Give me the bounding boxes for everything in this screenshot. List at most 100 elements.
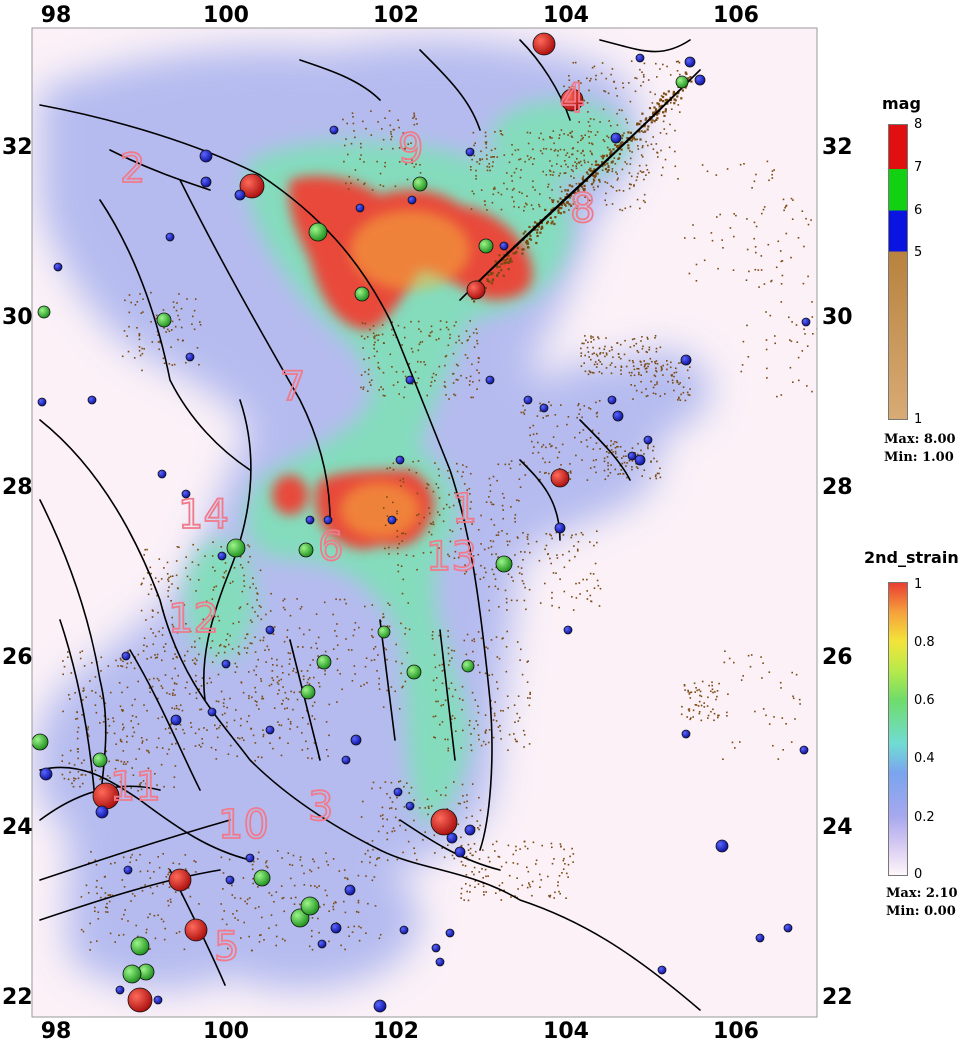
small-earthquake-dot (430, 325, 433, 328)
small-earthquake-dot (113, 732, 116, 735)
small-earthquake-dot (726, 168, 729, 170)
small-earthquake-dot (739, 163, 742, 166)
small-earthquake-dot (135, 924, 137, 927)
small-earthquake-dot (610, 464, 612, 466)
small-earthquake-dot (95, 711, 98, 714)
small-earthquake-dot (586, 102, 589, 104)
small-earthquake-dot (81, 650, 84, 652)
earthquake-mag5-6 (53, 262, 63, 272)
small-earthquake-dot (82, 930, 85, 933)
small-earthquake-dot (404, 375, 407, 378)
small-earthquake-dot (630, 139, 633, 142)
small-earthquake-dot (191, 561, 194, 563)
small-earthquake-dot (286, 629, 289, 631)
small-earthquake-dot (325, 852, 327, 854)
small-earthquake-dot (384, 547, 386, 550)
small-earthquake-dot (432, 523, 435, 526)
small-earthquake-dot (104, 892, 107, 894)
small-earthquake-dot (671, 375, 673, 377)
small-earthquake-dot (655, 118, 658, 121)
small-earthquake-dot (445, 786, 447, 789)
small-earthquake-dot (403, 806, 406, 808)
small-earthquake-dot (575, 454, 577, 457)
small-earthquake-dot (643, 453, 645, 455)
small-earthquake-dot (539, 886, 541, 888)
small-earthquake-dot (406, 178, 409, 181)
small-earthquake-dot (411, 383, 414, 385)
small-earthquake-dot (453, 650, 456, 652)
small-earthquake-dot (413, 114, 416, 117)
small-earthquake-dot (444, 738, 446, 741)
small-earthquake-dot (523, 209, 525, 212)
small-earthquake-dot (463, 483, 466, 485)
small-earthquake-dot (506, 188, 508, 190)
small-earthquake-dot (178, 931, 181, 933)
small-earthquake-dot (557, 884, 559, 887)
small-earthquake-dot (372, 848, 374, 851)
small-earthquake-dot (95, 864, 98, 866)
small-earthquake-dot (502, 637, 504, 639)
small-earthquake-dot (167, 595, 169, 598)
small-earthquake-dot (544, 461, 546, 464)
small-earthquake-dot (618, 144, 621, 147)
small-earthquake-dot (402, 478, 404, 480)
earthquake-mag5-6 (373, 999, 387, 1013)
small-earthquake-dot (275, 935, 278, 938)
earthquake-mag7-8 (466, 280, 486, 300)
small-earthquake-dot (448, 555, 451, 558)
small-earthquake-dot (628, 359, 631, 362)
small-earthquake-dot (498, 606, 500, 608)
small-earthquake-dot (563, 566, 566, 569)
small-earthquake-dot (252, 734, 255, 737)
small-earthquake-dot (370, 379, 373, 381)
small-earthquake-dot (615, 87, 617, 90)
small-earthquake-dot (514, 721, 516, 723)
small-earthquake-dot (153, 871, 155, 873)
small-earthquake-dot (613, 157, 616, 159)
small-earthquake-dot (358, 939, 361, 942)
small-earthquake-dot (214, 570, 216, 572)
small-earthquake-dot (476, 342, 479, 345)
small-earthquake-dot (488, 166, 491, 168)
small-earthquake-dot (580, 347, 582, 350)
small-earthquake-dot (582, 175, 585, 178)
small-earthquake-dot (125, 763, 127, 765)
small-earthquake-dot (506, 695, 509, 697)
small-earthquake-dot (121, 691, 123, 694)
small-earthquake-dot (721, 239, 723, 241)
small-earthquake-dot (677, 178, 679, 180)
small-earthquake-dot (451, 530, 454, 533)
small-earthquake-dot (575, 207, 578, 209)
small-earthquake-dot (282, 599, 285, 602)
small-earthquake-dot (739, 741, 741, 743)
small-earthquake-dot (521, 580, 524, 582)
small-earthquake-dot (552, 199, 554, 202)
small-earthquake-dot (596, 530, 598, 532)
small-earthquake-dot (556, 425, 559, 428)
small-earthquake-dot (513, 704, 516, 706)
small-earthquake-dot (545, 222, 549, 225)
small-earthquake-dot (582, 578, 584, 581)
small-earthquake-dot (166, 753, 169, 755)
small-earthquake-dot (234, 917, 236, 919)
earthquake-mag5-6 (234, 189, 246, 201)
small-earthquake-dot (204, 555, 206, 557)
small-earthquake-dot (575, 582, 577, 585)
small-earthquake-dot (347, 926, 350, 928)
small-earthquake-dot (604, 181, 607, 183)
small-earthquake-dot (371, 628, 373, 631)
small-earthquake-dot (348, 175, 350, 178)
small-earthquake-dot (175, 683, 178, 685)
small-earthquake-dot (662, 111, 665, 114)
small-earthquake-dot (791, 321, 793, 323)
small-earthquake-dot (336, 701, 338, 703)
small-earthquake-dot (678, 61, 681, 64)
small-earthquake-dot (606, 146, 609, 149)
small-earthquake-dot (532, 186, 534, 188)
small-earthquake-dot (248, 695, 250, 697)
small-earthquake-dot (104, 896, 107, 899)
small-earthquake-dot (527, 246, 530, 249)
small-earthquake-dot (524, 409, 526, 411)
small-earthquake-dot (501, 882, 504, 884)
small-earthquake-dot (500, 899, 503, 901)
